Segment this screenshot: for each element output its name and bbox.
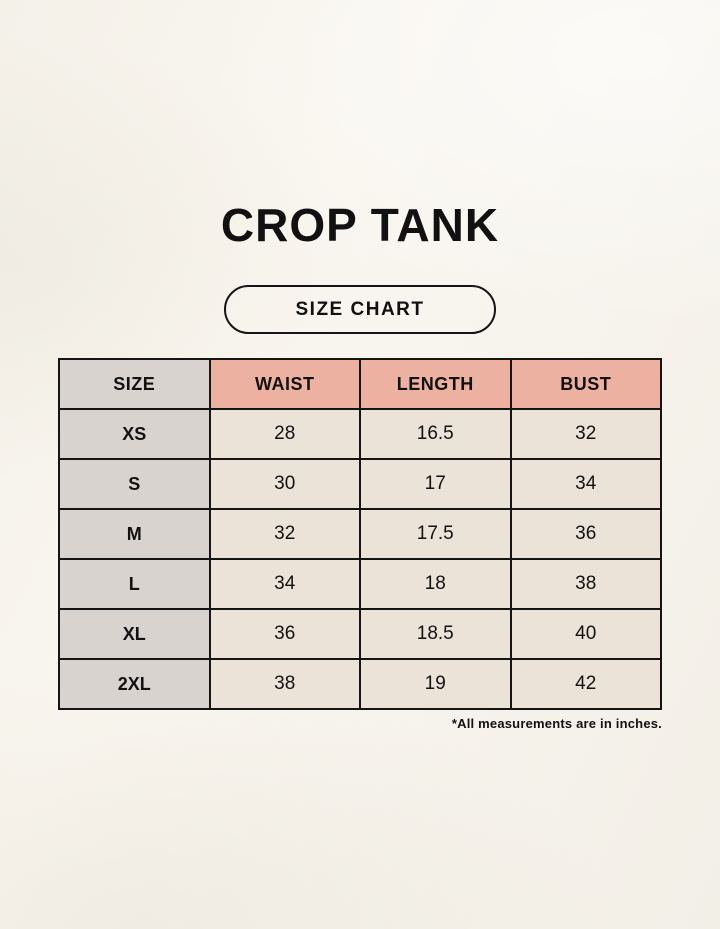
size-cell: L [58, 558, 211, 610]
column-header-bust: BUST [509, 358, 662, 410]
table-row: XL 36 18.5 40 [58, 608, 662, 660]
value-cell: 28 [208, 408, 361, 460]
column-header-length: LENGTH [359, 358, 512, 410]
table-row: XS 28 16.5 32 [58, 408, 662, 460]
table-row: S 30 17 34 [58, 458, 662, 510]
value-cell: 34 [208, 558, 361, 610]
table-row: L 34 18 38 [58, 558, 662, 610]
size-cell: M [58, 508, 211, 560]
value-cell: 17 [359, 458, 512, 510]
value-cell: 36 [208, 608, 361, 660]
header-row: SIZE WAIST LENGTH BUST [58, 358, 662, 410]
value-cell: 32 [208, 508, 361, 560]
size-cell: 2XL [58, 658, 211, 710]
page-title: CROP TANK [220, 199, 500, 251]
table-row: M 32 17.5 36 [58, 508, 662, 560]
size-chart-badge: SIZE CHART [224, 285, 496, 334]
value-cell: 17.5 [359, 508, 512, 560]
value-cell: 42 [509, 658, 662, 710]
value-cell: 38 [509, 558, 662, 610]
value-cell: 32 [509, 408, 662, 460]
value-cell: 36 [509, 508, 662, 560]
badge-container: SIZE CHART [0, 285, 720, 334]
size-table-body: XS 28 16.5 32 S 30 17 34 M 32 17.5 36 L 34 18 38 XL 36 18.… [58, 408, 662, 710]
value-cell: 30 [208, 458, 361, 510]
value-cell: 40 [509, 608, 662, 660]
value-cell: 38 [208, 658, 361, 710]
size-cell: XL [58, 608, 211, 660]
table-row: 2XL 38 19 42 [58, 658, 662, 710]
column-header-waist: WAIST [208, 358, 361, 410]
size-cell: S [58, 458, 211, 510]
value-cell: 19 [359, 658, 512, 710]
column-header-size: SIZE [58, 358, 211, 410]
value-cell: 16.5 [359, 408, 512, 460]
size-cell: XS [58, 408, 211, 460]
value-cell: 34 [509, 458, 662, 510]
value-cell: 18.5 [359, 608, 512, 660]
measurements-note: *All measurements are in inches. [451, 716, 662, 731]
size-table: SIZE WAIST LENGTH BUST XS 28 16.5 32 S 30 17 34… [58, 358, 662, 710]
size-table-header: SIZE WAIST LENGTH BUST [58, 358, 662, 410]
value-cell: 18 [359, 558, 512, 610]
